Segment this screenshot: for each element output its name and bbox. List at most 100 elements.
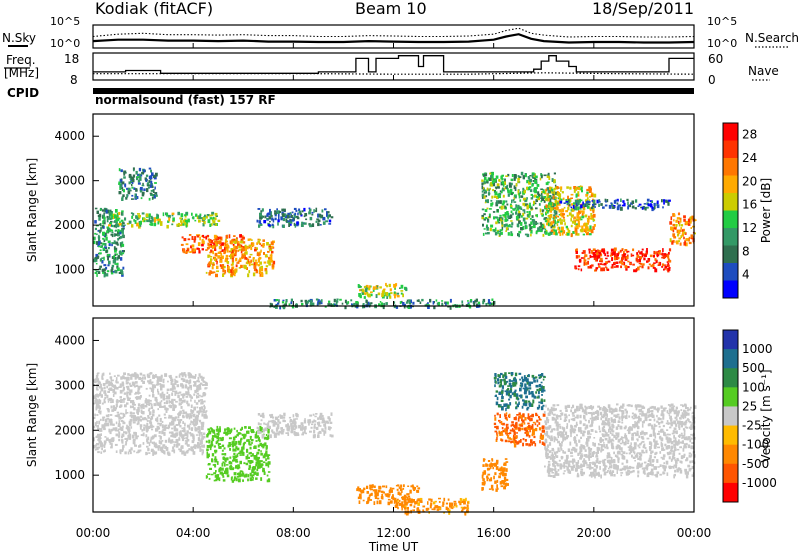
velocity-echo-cell bbox=[535, 427, 538, 432]
power-echo-cell bbox=[155, 216, 159, 219]
velocity-echo-cell bbox=[133, 407, 136, 411]
power-echo-cell bbox=[541, 226, 545, 230]
velocity-echo-cell bbox=[219, 466, 222, 471]
power-echo-cell bbox=[156, 213, 158, 218]
velocity-echo-cell bbox=[128, 449, 132, 452]
velocity-echo-cell bbox=[216, 474, 219, 478]
power-echo-cell bbox=[131, 224, 134, 228]
power-echo-cell bbox=[515, 183, 518, 187]
power-echo-cell bbox=[104, 271, 106, 275]
power-echo-cell bbox=[288, 303, 291, 307]
power-echo-cell bbox=[568, 212, 572, 216]
velocity-echo-cell bbox=[182, 373, 185, 376]
power-echo-cell bbox=[122, 189, 125, 193]
power-echo-cell bbox=[107, 264, 110, 267]
power-echo-cell bbox=[523, 202, 526, 207]
velocity-echo-cell bbox=[518, 372, 522, 375]
velocity-echo-cell bbox=[526, 426, 529, 430]
velocity-echo-cell bbox=[162, 379, 165, 384]
power-echo-cell bbox=[211, 245, 215, 249]
power-echo-cell bbox=[577, 214, 580, 217]
power-echo-cell bbox=[612, 206, 615, 209]
power-echo-cell bbox=[477, 301, 481, 305]
power-echo-cell bbox=[542, 189, 545, 193]
power-echo-cell bbox=[238, 245, 241, 249]
velocity-echo-cell bbox=[164, 407, 168, 411]
velocity-echo-cell bbox=[111, 438, 115, 443]
velocity-echo-cell bbox=[507, 392, 510, 395]
velocity-echo-cell bbox=[152, 413, 155, 417]
velocity-echo-cell bbox=[178, 448, 181, 451]
power-echo-cell bbox=[495, 216, 498, 219]
power-echo-cell bbox=[262, 239, 265, 242]
power-echo-cell bbox=[118, 272, 122, 274]
velocity-echo-cell bbox=[153, 386, 156, 389]
velocity-echo-cell bbox=[98, 429, 102, 432]
power-echo-cell bbox=[246, 257, 248, 260]
velocity-echo-cell bbox=[519, 388, 522, 391]
power-echo-cell bbox=[271, 217, 274, 221]
power-echo-cell bbox=[497, 193, 500, 198]
velocity-echo-cell bbox=[171, 431, 174, 435]
velocity-echo-cell bbox=[524, 403, 528, 407]
velocity-echo-cell bbox=[321, 417, 325, 420]
velocity-echo-cell bbox=[107, 414, 110, 417]
power-echo-cell bbox=[543, 196, 546, 200]
velocity-echo-cell bbox=[463, 500, 466, 505]
power-echo-cell bbox=[581, 190, 583, 193]
power-echo-cell bbox=[335, 302, 338, 305]
power-echo-cell bbox=[639, 252, 642, 255]
power-echo-cell bbox=[153, 174, 156, 178]
velocity-echo-cell bbox=[495, 425, 499, 430]
power-echo-cell bbox=[487, 299, 491, 303]
power-echo-cell bbox=[490, 302, 494, 306]
power-echo-cell bbox=[106, 226, 109, 229]
velocity-echo-cell bbox=[169, 400, 173, 404]
velocity-echo-cell bbox=[498, 405, 502, 408]
velocity-echo-cell bbox=[518, 412, 521, 415]
power-echo-cell bbox=[111, 224, 114, 228]
power-echo-cell bbox=[270, 303, 273, 308]
velocity-echo-cell bbox=[204, 415, 208, 419]
velocity-echo-cell bbox=[369, 493, 373, 496]
velocity-echo-cell bbox=[674, 437, 677, 441]
power-echo-cell bbox=[98, 230, 101, 234]
velocity-echo-cell bbox=[221, 462, 224, 467]
power-echo-cell bbox=[590, 250, 593, 254]
velocity-echo-cell bbox=[381, 493, 384, 497]
velocity-echo-cell bbox=[213, 479, 216, 482]
power-echo-cell bbox=[553, 203, 555, 207]
power-echo-cell bbox=[231, 253, 235, 257]
power-echo-cell bbox=[386, 284, 388, 288]
power-echo-cell bbox=[145, 213, 149, 217]
velocity-echo-cell bbox=[132, 412, 135, 414]
power-echo-cell bbox=[509, 190, 513, 195]
power-echo-cell bbox=[493, 178, 496, 181]
power-echo-cell bbox=[637, 266, 640, 271]
velocity-echo-cell bbox=[532, 428, 535, 432]
velocity-echo-cell bbox=[242, 479, 244, 482]
power-echo-cell bbox=[326, 213, 328, 217]
velocity-echo-cell bbox=[247, 478, 249, 482]
power-echo-cell bbox=[604, 204, 608, 207]
velocity-echo-cell bbox=[127, 451, 130, 455]
velocity-echo-cell bbox=[539, 375, 542, 379]
velocity-echo-cell bbox=[511, 423, 515, 427]
power-echo-cell bbox=[517, 214, 521, 219]
power-echo-cell bbox=[548, 202, 551, 205]
velocity-echo-cell bbox=[263, 443, 266, 446]
power-echo-cell bbox=[207, 262, 210, 267]
power-echo-cell bbox=[670, 226, 673, 231]
velocity-echo-cell bbox=[259, 425, 262, 430]
velocity-echo-cell bbox=[157, 378, 160, 381]
power-echo-cell bbox=[573, 189, 576, 193]
power-echo-cell bbox=[219, 264, 222, 267]
power-echo-cell bbox=[359, 294, 362, 299]
velocity-echo-cell bbox=[235, 477, 238, 482]
power-echo-cell bbox=[483, 181, 487, 184]
power-echo-cell bbox=[689, 219, 692, 224]
velocity-echo-cell bbox=[116, 387, 119, 390]
power-echo-cell bbox=[613, 251, 616, 256]
power-echo-cell bbox=[486, 224, 488, 227]
velocity-echo-cell bbox=[182, 421, 184, 424]
